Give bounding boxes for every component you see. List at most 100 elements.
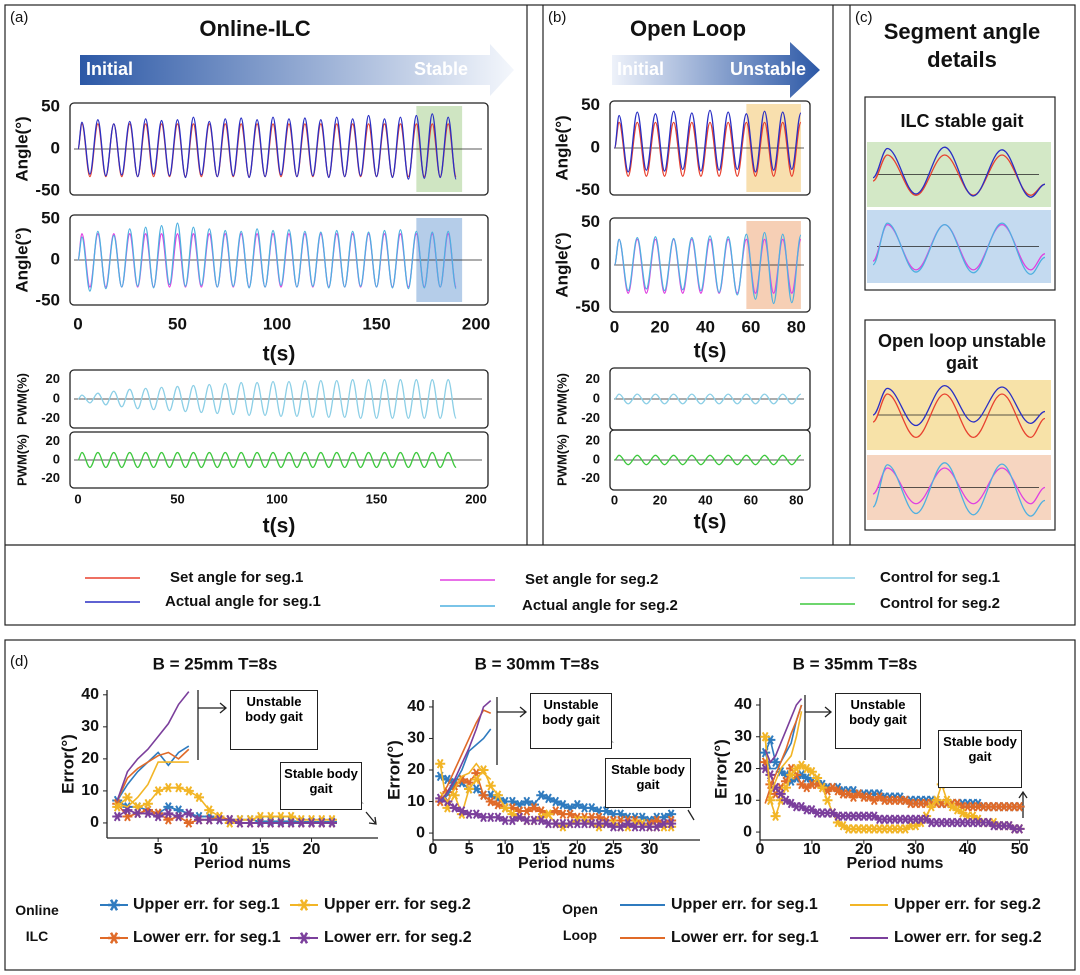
y-tick-label: 0 [53,390,60,405]
marker [760,731,771,742]
plot-frame [69,369,489,429]
data-line [764,704,803,804]
arrow-label: Initial [617,59,664,79]
marker [543,793,554,804]
marker [806,766,817,777]
marker [471,809,482,819]
y-tick-label: 10 [734,792,752,809]
data-line [613,231,802,305]
y-tick-label: 20 [81,750,99,767]
y-tick-label: -50 [575,297,600,316]
x-tick-label: 0 [611,492,618,507]
marker [586,803,597,813]
legend-marker [108,899,120,911]
y-tick-label: 10 [407,793,425,810]
marker [286,818,297,828]
marker [214,814,225,825]
marker [296,818,307,828]
panel-label: (a) [10,9,28,26]
x-tick-label: 50 [170,491,184,506]
marker [275,818,286,828]
x-tick-label: 20 [568,841,586,858]
y-tick-label: 0 [51,249,60,268]
y-tick-label: 50 [41,97,60,116]
marker [492,790,503,801]
marker [245,818,256,828]
x-tick-label: 40 [959,841,977,858]
detail-frame [864,96,1056,291]
x-axis-label: t(s) [694,511,727,534]
legend-label: Upper err. for seg.2 [324,896,471,913]
annotation: Unstable body gait [530,693,612,749]
chart-title: B = 35mm T=8s [793,654,918,673]
y-tick-label: 40 [407,698,425,715]
legend-label: Lower err. for seg.1 [133,929,281,946]
x-tick-label: 0 [429,841,438,858]
y-tick-label: 30 [734,728,752,745]
data-line [872,393,1046,439]
marker [601,806,612,816]
plot-frame [69,102,489,196]
marker [132,808,143,819]
marker [817,782,828,793]
x-tick-label: 0 [610,317,619,336]
legend-label: Lower err. for seg.2 [894,929,1042,946]
y-tick-label: 0 [416,824,425,841]
marker [183,818,194,828]
marker [941,795,952,806]
x-axis-label: t(s) [694,340,727,363]
marker [163,808,174,819]
legend-label: Upper err. for seg.2 [894,896,1041,913]
x-tick-label: 80 [787,317,806,336]
x-tick-label: 0 [756,841,765,858]
y-tick-label: 0 [743,823,752,840]
connector [687,809,695,821]
y-tick-label: 0 [51,138,60,157]
x-axis-label: Period nums [194,855,291,872]
x-tick-label: 100 [266,491,288,506]
inset-connectors [197,690,1028,825]
y-axis-label: Angle(°) [552,232,571,297]
x-tick-label: 0 [74,491,81,506]
marker [770,757,781,768]
x-tick-label: 10 [803,841,821,858]
legend-group-label: Open Loop [562,901,598,943]
arrow-label: Unstable [730,59,806,79]
y-axis-label: PWM(%) [14,373,29,425]
marker [572,799,583,810]
plot-frame [609,429,811,491]
data-line [439,762,492,803]
marker [601,818,612,829]
marker [194,792,205,803]
y-tick-label: 40 [81,686,99,703]
marker [173,782,184,793]
marker [500,803,511,813]
data-line [613,121,802,177]
x-axis-label: Period nums [847,855,944,872]
panel-label: (c) [855,9,873,26]
x-tick-label: 150 [366,491,388,506]
marker [122,805,133,815]
marker [622,818,633,829]
y-tick-label: -20 [581,470,600,485]
marker [1014,824,1025,834]
marker [204,805,215,815]
data-line [872,154,1046,196]
connector [198,702,228,714]
plot-frame [69,214,489,306]
panel-subtitle: Open loop unstable gait [877,331,1046,373]
y-axis-label: Error(°) [58,734,77,794]
marker [306,818,317,828]
y-axis-label: Angle(°) [552,115,571,180]
marker [550,806,561,816]
marker [521,806,532,816]
detail-frame [864,319,1056,531]
marker [521,796,532,807]
marker [557,799,568,810]
marker [550,796,561,807]
marker [471,774,482,785]
y-tick-label: 20 [734,760,752,777]
data-line [77,379,457,419]
data-line [77,113,457,180]
